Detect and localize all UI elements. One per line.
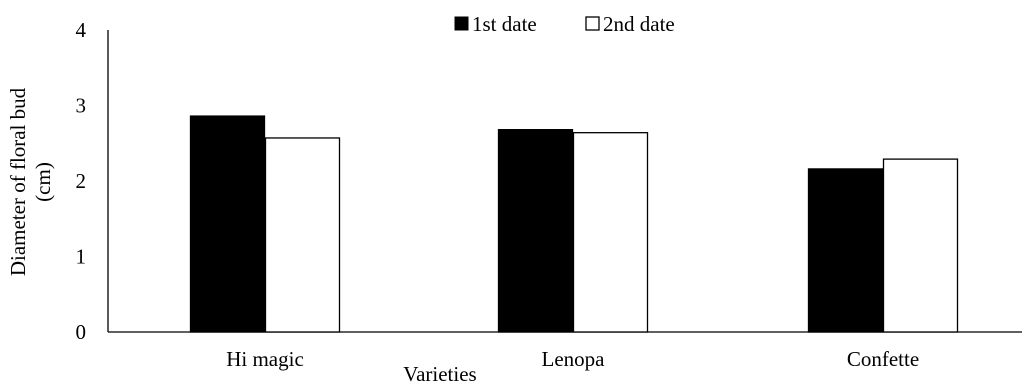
y-tick-label: 3 bbox=[76, 94, 87, 118]
y-tick-label: 2 bbox=[76, 169, 87, 193]
bar-2-lenopa bbox=[572, 132, 649, 333]
x-tick-label: Confette bbox=[847, 347, 919, 371]
legend: 1st date 2nd date bbox=[454, 12, 675, 36]
y-axis-title-line1: Diameter of floral bud bbox=[6, 87, 30, 276]
y-tick-labels: 0 1 2 3 4 bbox=[76, 18, 87, 344]
x-tick-label: Hi magic bbox=[226, 347, 304, 371]
legend-label-series-2: 2nd date bbox=[603, 12, 675, 36]
bar-1-confette bbox=[807, 168, 884, 333]
legend-label-series-1: 1st date bbox=[472, 12, 537, 36]
bar-1-hi-magic bbox=[189, 115, 266, 333]
y-tick-label: 1 bbox=[76, 245, 87, 269]
x-tick-labels: Hi magic Lenopa Confette bbox=[226, 347, 919, 371]
y-tick-label: 0 bbox=[76, 320, 87, 344]
y-tick-label: 4 bbox=[76, 18, 87, 42]
y-axis-title-line2: (cm) bbox=[31, 162, 55, 202]
bar-2-confette bbox=[882, 158, 959, 333]
bar-2-hi-magic bbox=[264, 137, 341, 333]
x-axis-title: Varieties bbox=[403, 362, 476, 385]
bar-1-lenopa bbox=[497, 129, 574, 333]
legend-swatch-series-1 bbox=[454, 16, 469, 31]
x-tick-label: Lenopa bbox=[542, 347, 606, 371]
legend-swatch-series-2 bbox=[585, 16, 600, 31]
bars bbox=[189, 115, 959, 333]
